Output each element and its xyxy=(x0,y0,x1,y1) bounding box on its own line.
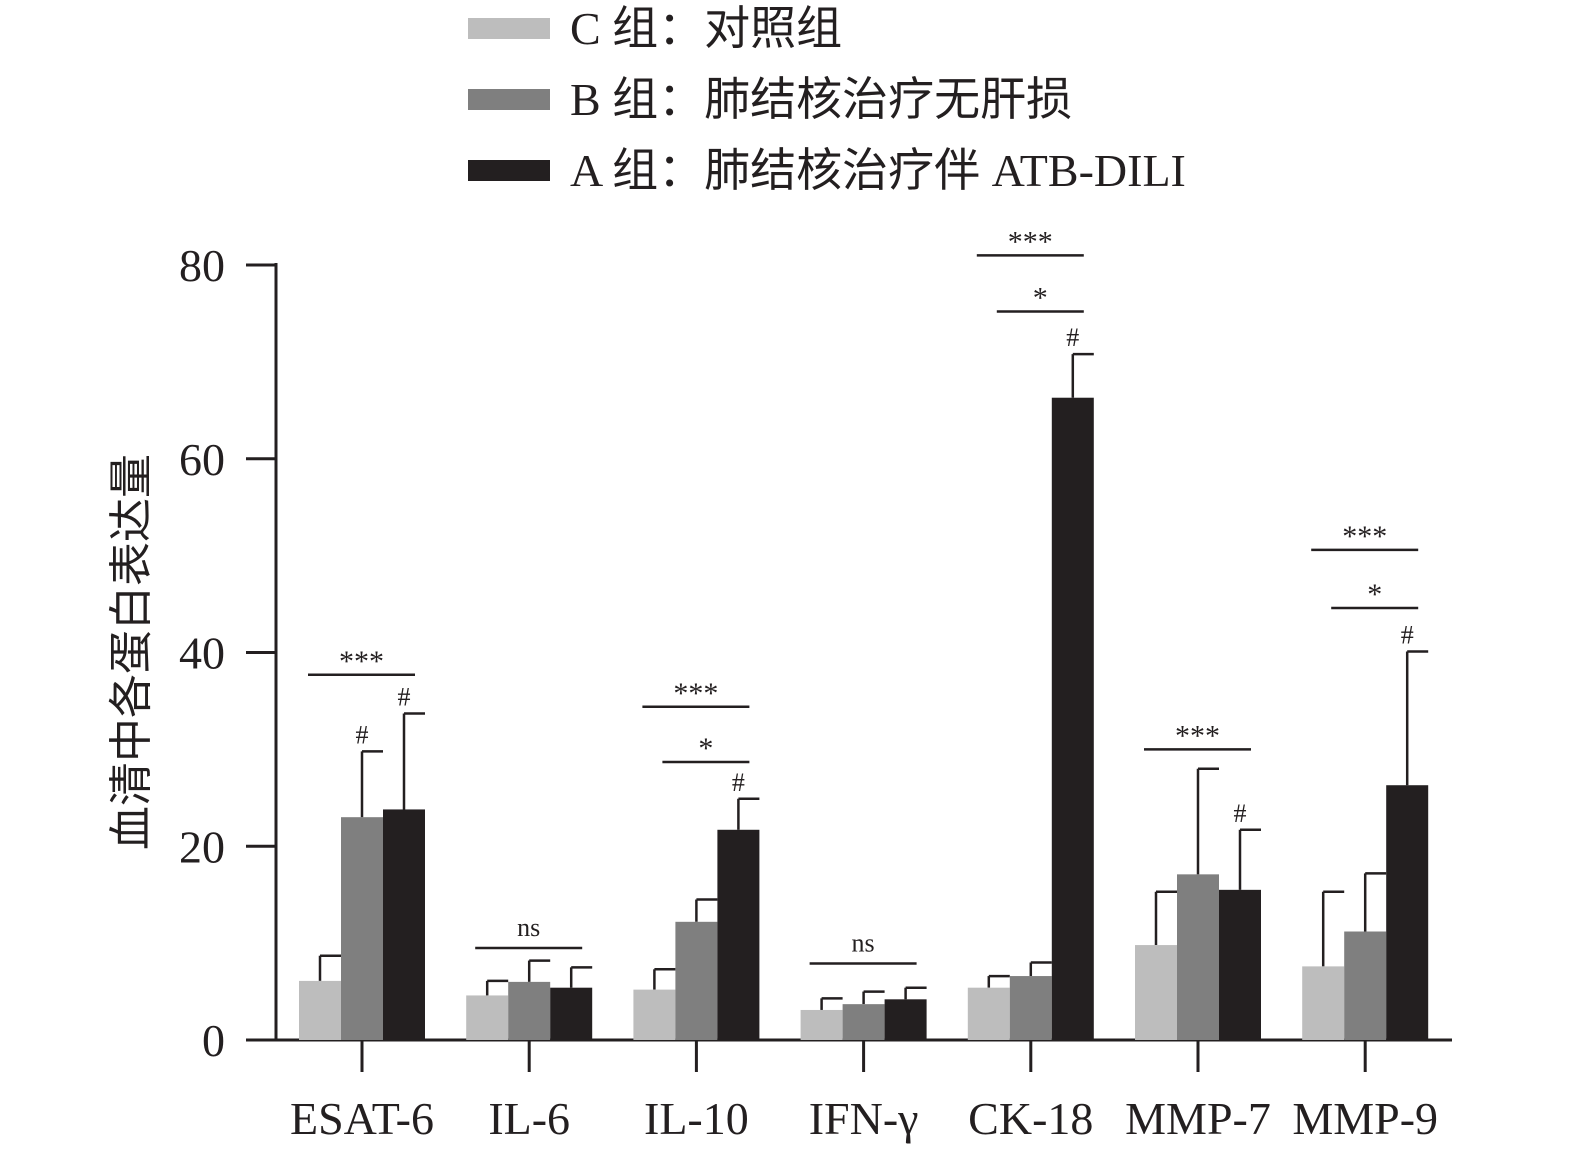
significance-label: * xyxy=(698,732,713,765)
bar-CK-18-0 xyxy=(967,987,1010,1040)
significance-label: * xyxy=(1367,578,1382,611)
bar-IL-6-1 xyxy=(508,981,551,1040)
significance-label: *** xyxy=(1342,520,1387,553)
bar-ESAT-6-2 xyxy=(383,809,425,1040)
bar-MMP-9-2 xyxy=(1386,785,1429,1040)
hash-mark: # xyxy=(1234,799,1247,828)
bars xyxy=(299,352,1429,1040)
significance-label: ns xyxy=(852,928,875,957)
x-tick-label: IL-6 xyxy=(488,1093,570,1144)
legend-label-1: B 组：肺结核治疗无肝损 xyxy=(570,74,1072,125)
legend-label-2: A 组：肺结核治疗伴 ATB-DILI xyxy=(570,145,1186,196)
bar-IL-10-0 xyxy=(633,989,676,1040)
bar-IFN-γ-1 xyxy=(842,1004,885,1040)
legend-swatch-2 xyxy=(468,160,550,181)
y-tick-label: 40 xyxy=(179,628,225,679)
hash-mark: # xyxy=(1066,323,1079,352)
y-tick-label: 0 xyxy=(202,1015,225,1066)
bar-IL-10-1 xyxy=(675,921,718,1040)
y-axis-label: 血清中各蛋白表达量 xyxy=(107,454,156,850)
y-tick-label: 20 xyxy=(179,821,225,872)
significance-annotations: ***ns****ns***********###### xyxy=(308,225,1419,965)
legend: C 组：对照组 B 组：肺结核治疗无肝损 A 组：肺结核治疗伴 ATB-DILI xyxy=(468,3,1186,196)
significance-label: *** xyxy=(1175,719,1220,752)
bar-CK-18-1 xyxy=(1009,976,1052,1040)
bar-IL-10-2 xyxy=(717,829,760,1040)
significance-label: *** xyxy=(673,677,718,710)
hash-mark: # xyxy=(1401,621,1414,650)
bar-IFN-γ-0 xyxy=(800,1009,843,1040)
x-tick-label: MMP-7 xyxy=(1125,1093,1271,1144)
x-tick-label: ESAT-6 xyxy=(290,1093,434,1144)
significance-label: ns xyxy=(517,913,540,942)
bar-ESAT-6-1 xyxy=(341,817,383,1040)
bar-CK-18-2 xyxy=(1051,397,1094,1040)
bar-IL-6-0 xyxy=(466,995,509,1040)
bar-MMP-9-0 xyxy=(1302,966,1345,1040)
hash-mark: # xyxy=(398,683,411,712)
bar-ESAT-6-0 xyxy=(299,980,341,1040)
y-tick-label: 60 xyxy=(179,434,225,485)
bar-IFN-γ-2 xyxy=(884,999,927,1040)
axes: 0 20 40 60 80 ESAT-6 IL-6 IL-10 IFN-γ CK-18 MMP-7 M… xyxy=(179,240,1452,1144)
bar-IL-6-2 xyxy=(550,987,593,1040)
bar-MMP-7-1 xyxy=(1177,874,1219,1040)
bar-MMP-7-2 xyxy=(1219,889,1261,1040)
legend-swatch-0 xyxy=(468,18,550,39)
significance-label: * xyxy=(1033,282,1048,315)
bar-MMP-9-1 xyxy=(1344,931,1387,1040)
hash-mark: # xyxy=(356,720,369,749)
significance-label: *** xyxy=(1008,225,1053,258)
x-tick-label: CK-18 xyxy=(968,1093,1093,1144)
legend-label-0: C 组：对照组 xyxy=(570,3,842,54)
legend-swatch-1 xyxy=(468,89,550,110)
x-tick-label: MMP-9 xyxy=(1292,1093,1438,1144)
bar-MMP-7-0 xyxy=(1135,945,1177,1040)
y-tick-label: 80 xyxy=(179,240,225,291)
x-tick-label: IL-10 xyxy=(644,1093,749,1144)
x-tick-label: IFN-γ xyxy=(809,1093,919,1144)
significance-label: *** xyxy=(339,645,384,678)
hash-mark: # xyxy=(732,768,745,797)
